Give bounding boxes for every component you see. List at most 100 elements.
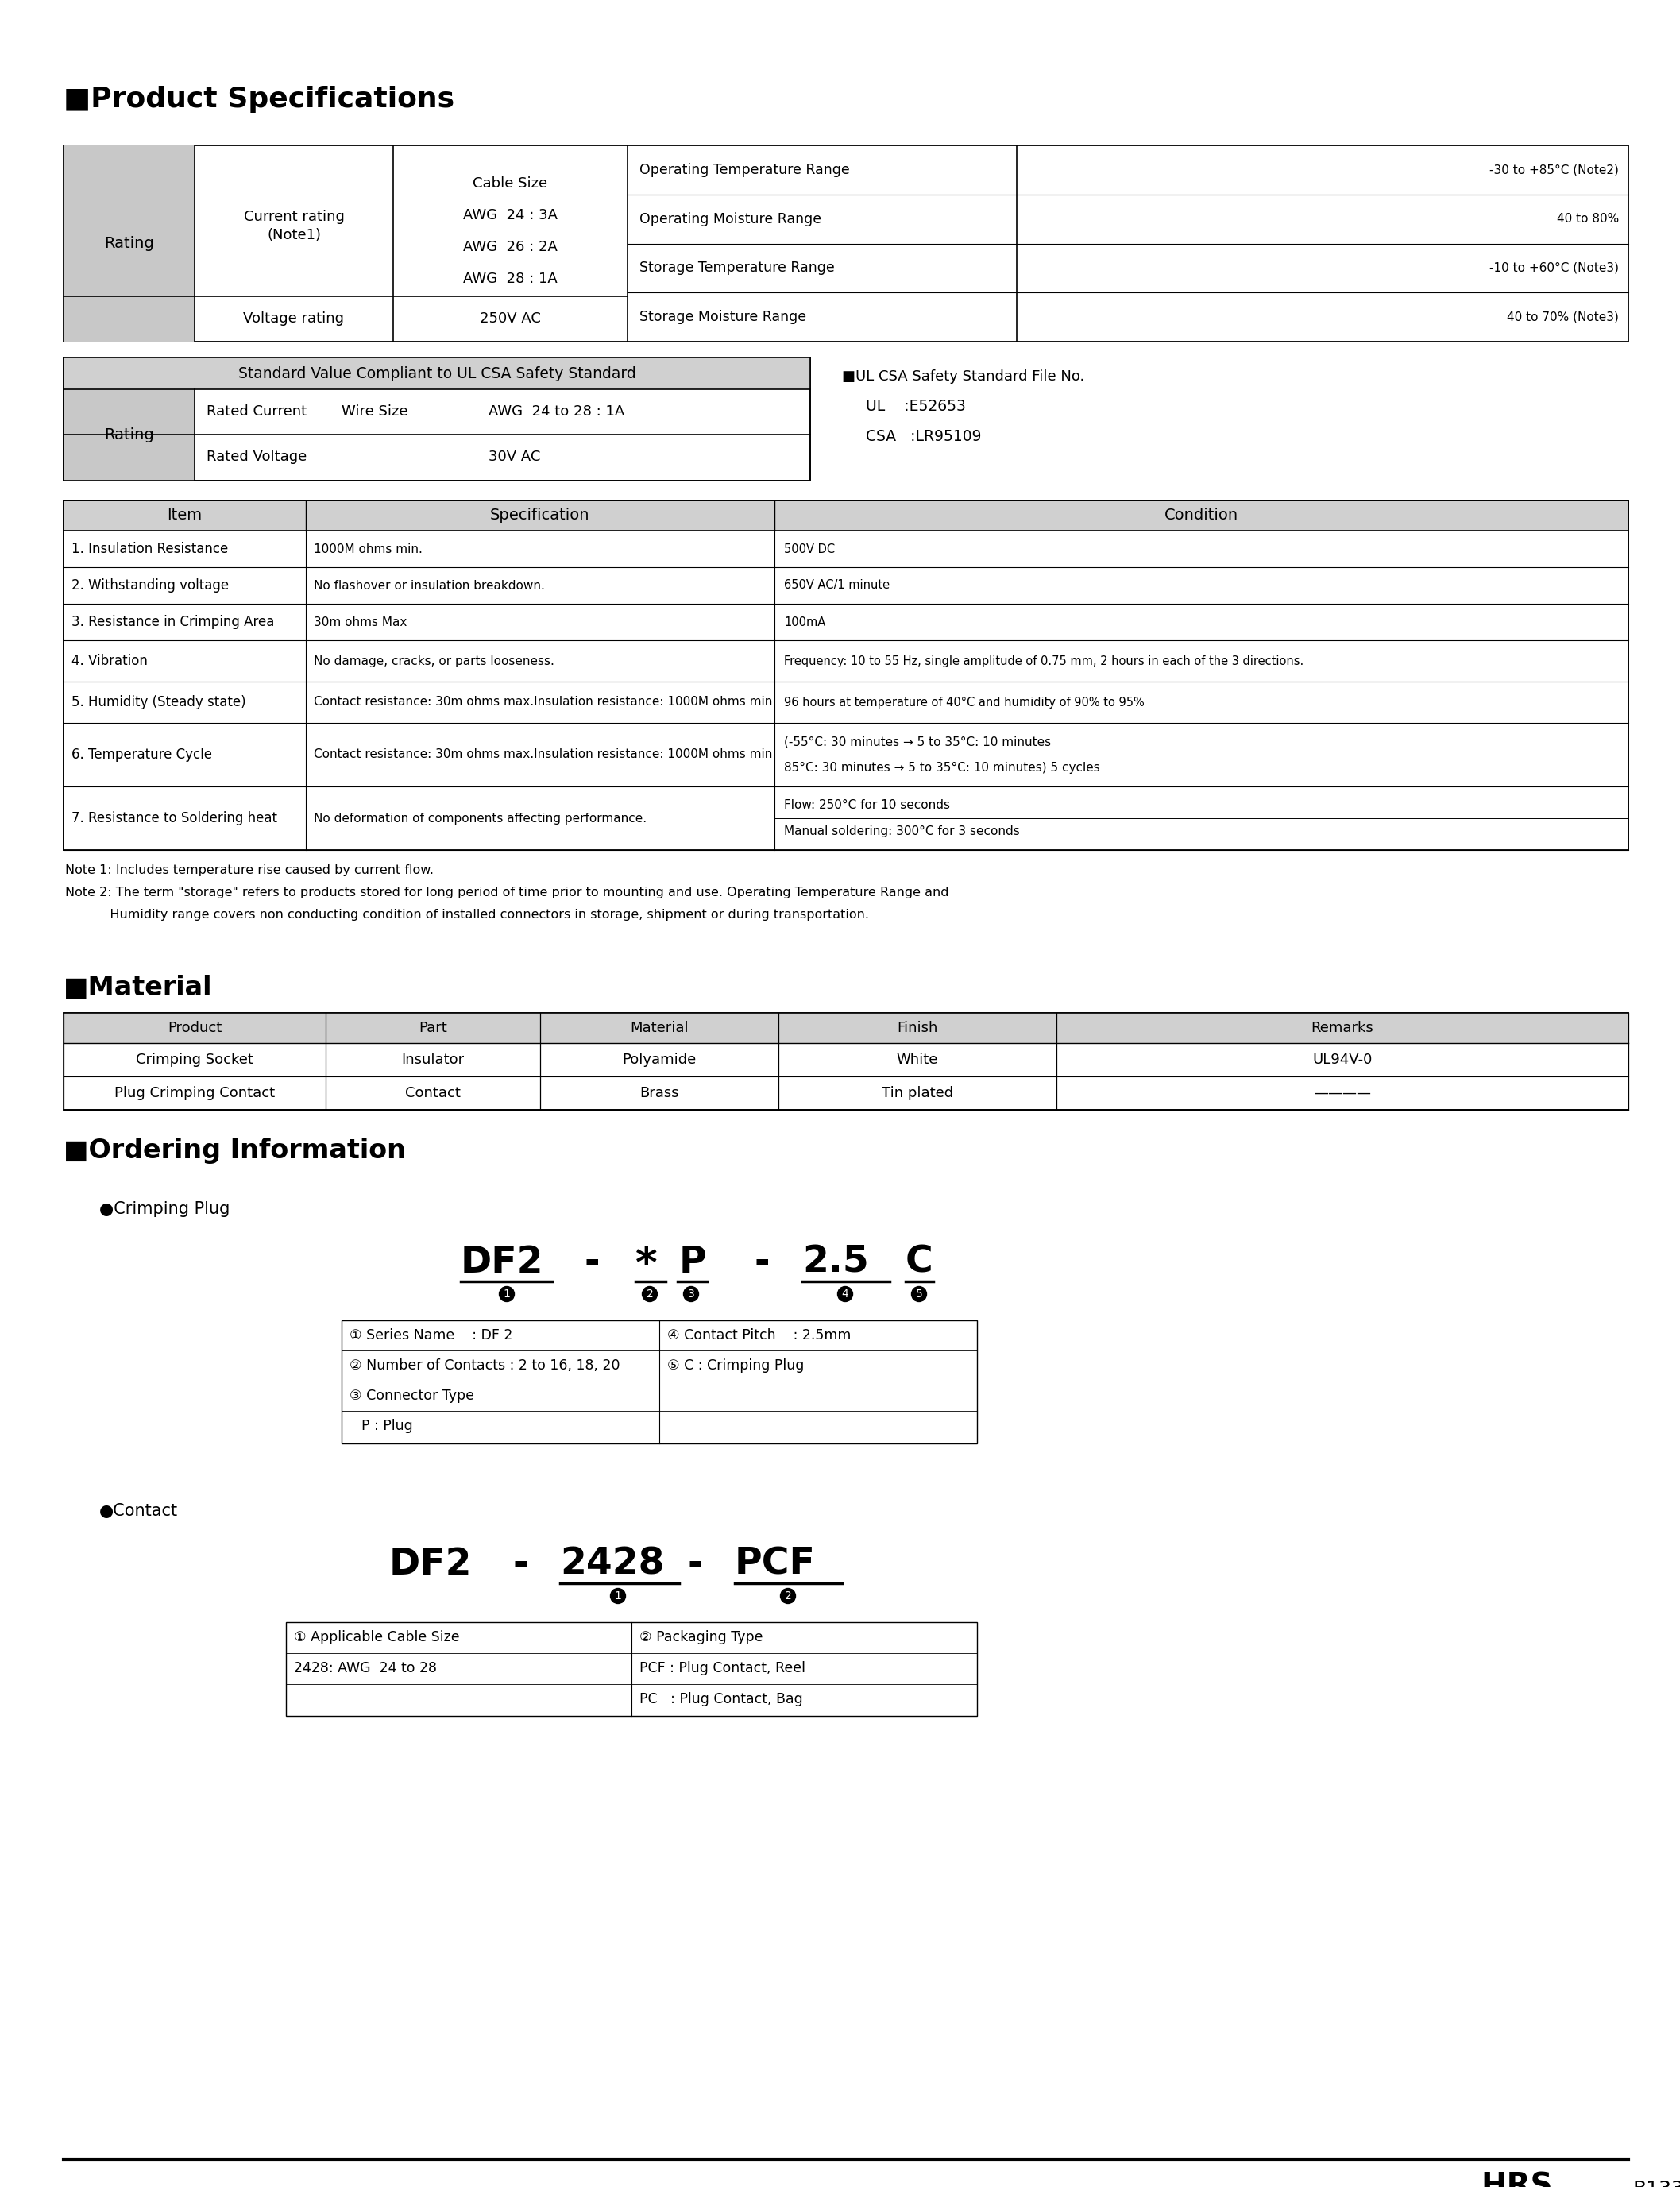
- Text: ④ Contact Pitch    : 2.5mm: ④ Contact Pitch : 2.5mm: [667, 1328, 852, 1343]
- Text: AWG  26 : 2A: AWG 26 : 2A: [464, 241, 558, 254]
- Text: 4. Vibration: 4. Vibration: [72, 654, 148, 667]
- Text: ●Contact: ●Contact: [99, 1502, 178, 1520]
- Text: Note 1: Includes temperature rise caused by current flow.: Note 1: Includes temperature rise caused…: [66, 864, 433, 877]
- Text: ② Packaging Type: ② Packaging Type: [640, 1629, 763, 1645]
- Text: 500V DC: 500V DC: [785, 542, 835, 555]
- Text: Humidity range covers non conducting condition of installed connectors in storag: Humidity range covers non conducting con…: [66, 910, 869, 921]
- Text: 2428: AWG  24 to 28: 2428: AWG 24 to 28: [294, 1662, 437, 1675]
- Bar: [64, 356, 810, 481]
- Text: 1. Insulation Resistance: 1. Insulation Resistance: [72, 542, 228, 555]
- Text: DF2: DF2: [390, 1546, 472, 1583]
- Text: -: -: [687, 1546, 702, 1583]
- Text: ⑤ C : Crimping Plug: ⑤ C : Crimping Plug: [667, 1358, 805, 1373]
- Text: 2. Withstanding voltage: 2. Withstanding voltage: [72, 577, 228, 593]
- Text: 2: 2: [647, 1288, 654, 1299]
- Text: Condition: Condition: [1164, 507, 1238, 523]
- Text: C: C: [906, 1244, 932, 1282]
- Text: 1: 1: [615, 1590, 622, 1601]
- Text: P : Plug: P : Plug: [361, 1419, 413, 1432]
- Text: B133: B133: [1633, 2180, 1680, 2187]
- Text: Contact resistance: 30m ohms max.Insulation resistance: 1000M ohms min.: Contact resistance: 30m ohms max.Insulat…: [314, 695, 776, 709]
- Text: Operating Temperature Range: Operating Temperature Range: [640, 162, 850, 177]
- Text: Cable Size: Cable Size: [474, 177, 548, 190]
- Text: 2: 2: [785, 1590, 791, 1601]
- Text: 5. Humidity (Steady state): 5. Humidity (Steady state): [72, 695, 245, 709]
- Bar: [341, 1321, 978, 1443]
- Text: Rating: Rating: [104, 236, 155, 252]
- Text: Rating: Rating: [104, 426, 155, 442]
- Text: AWG  28 : 1A: AWG 28 : 1A: [464, 271, 558, 286]
- Text: 30m ohms Max: 30m ohms Max: [314, 617, 407, 628]
- Text: 650V AC/1 minute: 650V AC/1 minute: [785, 580, 890, 590]
- Text: DF2: DF2: [460, 1244, 544, 1282]
- Text: PCF : Plug Contact, Reel: PCF : Plug Contact, Reel: [640, 1662, 805, 1675]
- Text: Crimping Socket: Crimping Socket: [136, 1052, 254, 1067]
- Text: 2428: 2428: [559, 1546, 664, 1583]
- Text: 3. Resistance in Crimping Area: 3. Resistance in Crimping Area: [72, 615, 274, 630]
- Text: Rated Voltage: Rated Voltage: [207, 451, 307, 464]
- Text: ① Series Name    : DF 2: ① Series Name : DF 2: [349, 1328, 512, 1343]
- Text: Finish: Finish: [897, 1021, 937, 1034]
- Text: 100mA: 100mA: [785, 617, 825, 628]
- Text: White: White: [897, 1052, 937, 1067]
- Text: Brass: Brass: [640, 1087, 679, 1100]
- Text: *: *: [635, 1244, 657, 1286]
- Bar: [64, 501, 1628, 531]
- Text: Voltage rating: Voltage rating: [244, 313, 344, 326]
- Text: 5: 5: [916, 1288, 922, 1299]
- Text: Material: Material: [630, 1021, 689, 1034]
- Text: 250V AC: 250V AC: [480, 313, 541, 326]
- Text: ■Material: ■Material: [64, 975, 212, 1002]
- Text: ●Crimping Plug: ●Crimping Plug: [99, 1201, 230, 1216]
- Text: Note 2: The term "storage" refers to products stored for long period of time pri: Note 2: The term "storage" refers to pro…: [66, 886, 949, 899]
- Bar: [64, 1013, 1628, 1109]
- Text: 96 hours at temperature of 40°C and humidity of 90% to 95%: 96 hours at temperature of 40°C and humi…: [785, 695, 1144, 709]
- Text: Polyamide: Polyamide: [622, 1052, 696, 1067]
- Text: Standard Value Compliant to UL CSA Safety Standard: Standard Value Compliant to UL CSA Safet…: [239, 365, 635, 381]
- Text: HRS: HRS: [1482, 2172, 1552, 2187]
- Text: 4: 4: [842, 1288, 848, 1299]
- Text: -: -: [754, 1244, 769, 1282]
- Text: Storage Moisture Range: Storage Moisture Range: [640, 311, 806, 324]
- Text: PC   : Plug Contact, Bag: PC : Plug Contact, Bag: [640, 1693, 803, 1706]
- Text: ————: ————: [1314, 1087, 1371, 1100]
- Text: ③ Connector Type: ③ Connector Type: [349, 1389, 474, 1402]
- Text: No deformation of components affecting performance.: No deformation of components affecting p…: [314, 811, 647, 824]
- Text: 1: 1: [504, 1288, 511, 1299]
- Text: (Note1): (Note1): [267, 227, 321, 243]
- Text: P: P: [679, 1244, 707, 1282]
- Text: AWG  24 to 28 : 1A: AWG 24 to 28 : 1A: [489, 405, 625, 418]
- Text: 1000M ohms min.: 1000M ohms min.: [314, 542, 422, 555]
- Text: Storage Temperature Range: Storage Temperature Range: [640, 260, 835, 276]
- Text: Flow: 250°C for 10 seconds: Flow: 250°C for 10 seconds: [785, 800, 949, 811]
- Text: AWG  24 : 3A: AWG 24 : 3A: [464, 208, 558, 223]
- Text: Specification: Specification: [491, 507, 590, 523]
- Text: PCF: PCF: [734, 1546, 816, 1583]
- Text: ■Ordering Information: ■Ordering Information: [64, 1137, 407, 1163]
- Text: 85°C: 30 minutes → 5 to 35°C: 10 minutes) 5 cycles: 85°C: 30 minutes → 5 to 35°C: 10 minutes…: [785, 761, 1100, 774]
- Text: 6. Temperature Cycle: 6. Temperature Cycle: [72, 748, 212, 761]
- Text: 30V AC: 30V AC: [489, 451, 541, 464]
- Text: Tin plated: Tin plated: [882, 1087, 953, 1100]
- Text: Product: Product: [168, 1021, 222, 1034]
- Text: Insulator: Insulator: [402, 1052, 464, 1067]
- Text: Frequency: 10 to 55 Hz, single amplitude of 0.75 mm, 2 hours in each of the 3 di: Frequency: 10 to 55 Hz, single amplitude…: [785, 654, 1304, 667]
- Bar: [64, 389, 195, 481]
- Text: Wire Size: Wire Size: [341, 405, 408, 418]
- Text: -: -: [585, 1244, 600, 1282]
- Text: CSA   :LR95109: CSA :LR95109: [865, 429, 981, 444]
- Text: -: -: [512, 1546, 528, 1583]
- Text: Plug Crimping Contact: Plug Crimping Contact: [114, 1087, 276, 1100]
- Text: UL94V-0: UL94V-0: [1312, 1052, 1373, 1067]
- Text: Manual soldering: 300°C for 3 seconds: Manual soldering: 300°C for 3 seconds: [785, 824, 1020, 838]
- Text: ■UL CSA Safety Standard File No.: ■UL CSA Safety Standard File No.: [842, 370, 1085, 383]
- Bar: [286, 1623, 978, 1717]
- Text: 7. Resistance to Soldering heat: 7. Resistance to Soldering heat: [72, 811, 277, 824]
- Text: No damage, cracks, or parts looseness.: No damage, cracks, or parts looseness.: [314, 654, 554, 667]
- Bar: [64, 144, 1628, 341]
- Text: Current rating: Current rating: [244, 210, 344, 223]
- Text: ① Applicable Cable Size: ① Applicable Cable Size: [294, 1629, 460, 1645]
- Text: 3: 3: [687, 1288, 694, 1299]
- Text: UL    :E52653: UL :E52653: [865, 398, 966, 413]
- Text: Rated Current: Rated Current: [207, 405, 307, 418]
